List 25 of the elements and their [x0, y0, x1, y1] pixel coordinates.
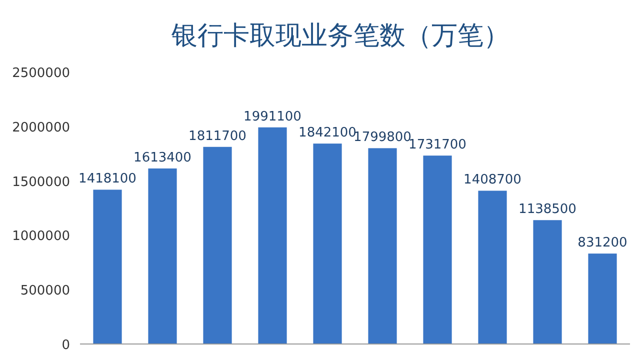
bar — [533, 220, 562, 344]
y-tick-label: 1000000 — [12, 229, 70, 244]
y-tick-label: 1500000 — [12, 174, 70, 190]
bar — [313, 144, 342, 344]
data-label: 1408700 — [464, 172, 522, 188]
bar — [93, 190, 122, 344]
bar — [148, 168, 177, 344]
data-label: 1138500 — [518, 202, 576, 218]
bar — [423, 156, 452, 344]
data-label: 1991100 — [244, 109, 302, 124]
data-label: 1842100 — [298, 126, 356, 141]
bar — [588, 254, 617, 344]
chart-title: 银行卡取现业务笔数（万笔） — [170, 21, 510, 51]
data-label: 1811700 — [188, 128, 246, 144]
bar — [258, 127, 287, 344]
data-label: 831200 — [578, 236, 628, 251]
bar — [203, 146, 232, 344]
bar — [368, 148, 397, 344]
bar — [478, 190, 507, 344]
y-tick-label: 2500000 — [12, 66, 70, 81]
y-tick-label: 0 — [62, 338, 70, 353]
y-tick-label: 2000000 — [12, 120, 70, 136]
data-label: 1613400 — [134, 150, 192, 166]
data-label: 1418100 — [78, 172, 136, 187]
y-tick-label: 500000 — [20, 284, 70, 299]
